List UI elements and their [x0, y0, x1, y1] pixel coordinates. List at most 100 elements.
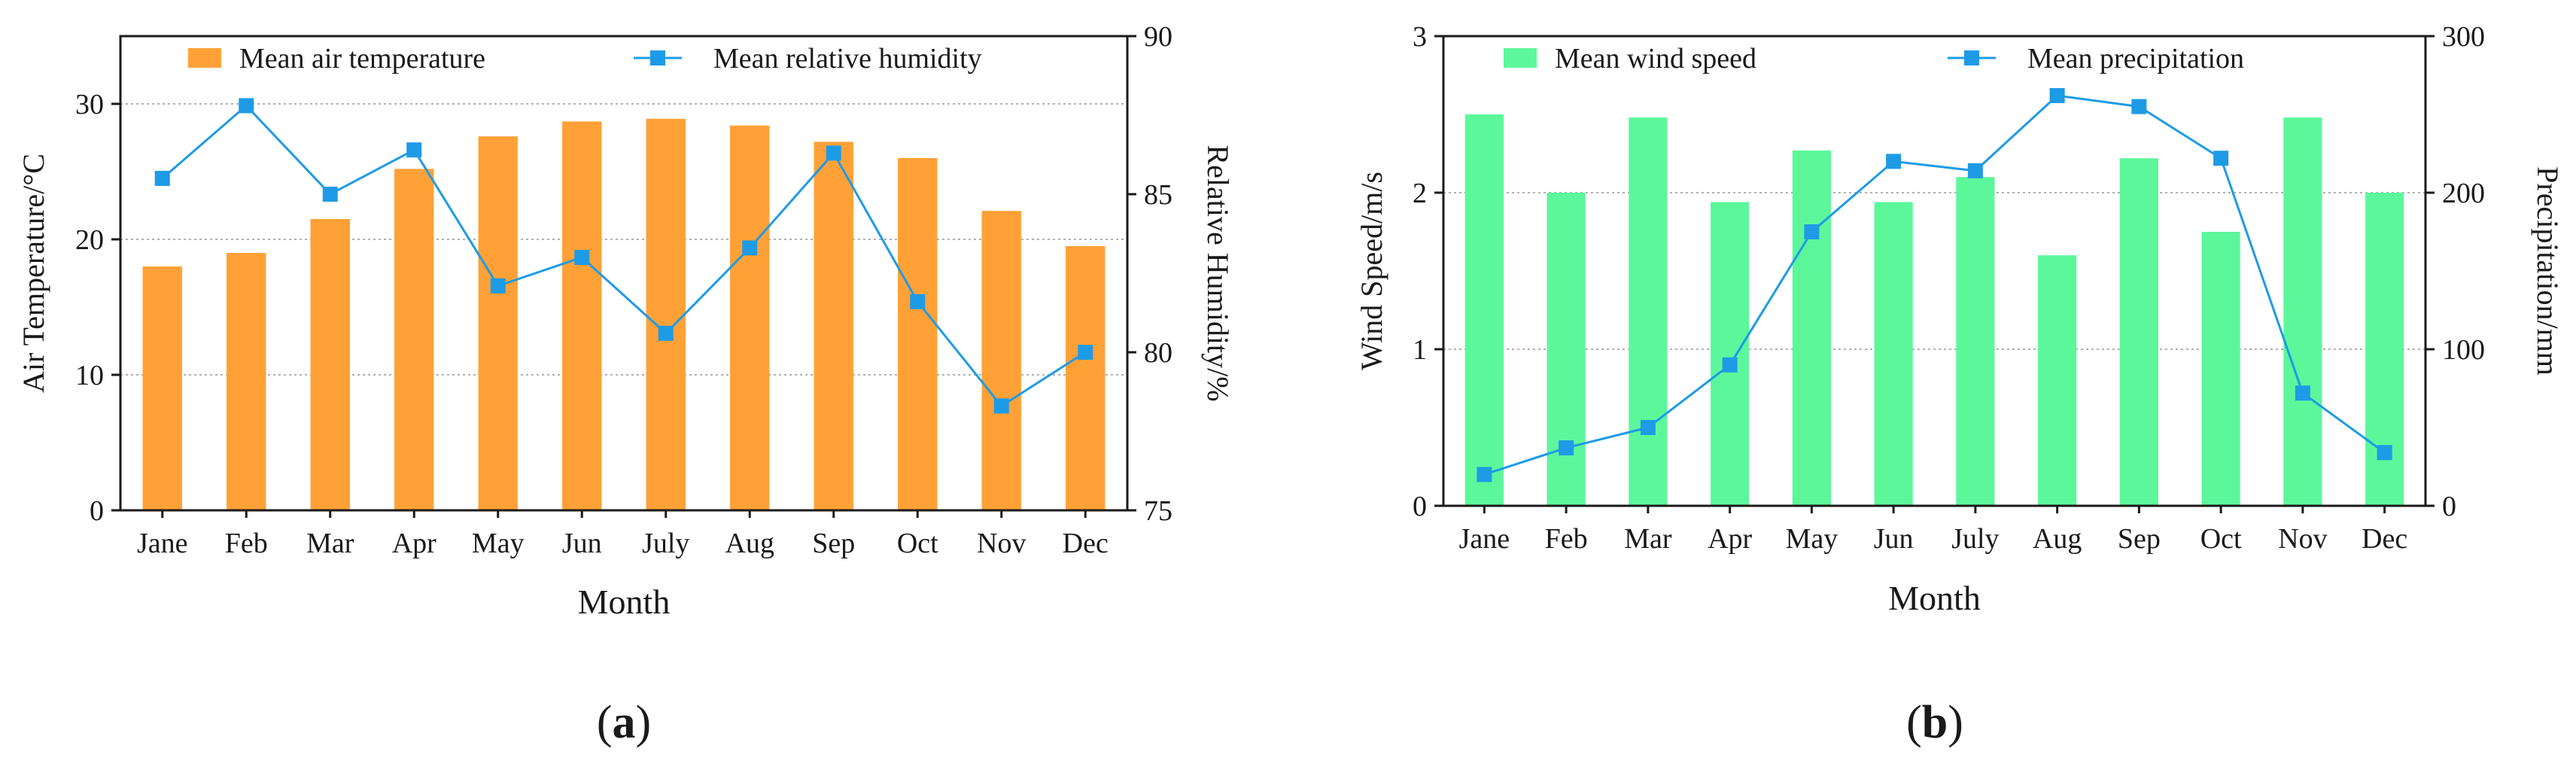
x-tick-label: Aug — [725, 528, 774, 559]
bar-July — [646, 118, 686, 511]
bar-Jane — [142, 266, 182, 510]
bar-Nov — [2283, 117, 2322, 506]
y2-tick-label: 90 — [1144, 21, 1172, 53]
line-point-Aug — [742, 240, 758, 256]
x-tick-label: Jane — [1459, 523, 1510, 555]
x-tick-label: Mar — [306, 528, 354, 559]
y-tick-label: 1 — [1413, 334, 1427, 366]
line-point-Jane — [154, 171, 170, 186]
y-tick-label: 0 — [1413, 491, 1427, 522]
x-tick-label: Nov — [2278, 523, 2327, 555]
y-tick-label: 3 — [1413, 21, 1427, 53]
x-tick-label: May — [1786, 523, 1838, 555]
panel-a-y2-axis-title: Relative Humidity/% — [1201, 145, 1235, 401]
x-tick-label: Jane — [137, 528, 188, 559]
panel-b-legend-line-label: Mean precipitation — [2027, 43, 2244, 75]
bar-Jane — [1464, 114, 1504, 506]
line-point-Jane — [1477, 467, 1492, 482]
panel-b-x-axis-title: Month — [1888, 579, 1981, 617]
line-point-Apr — [406, 142, 422, 158]
panel-a-y-axis-title: Air Temperature/°C — [17, 154, 50, 393]
plot-frame — [1442, 35, 2427, 507]
y-tick-label: 30 — [75, 89, 104, 120]
x-tick-label: Oct — [2200, 523, 2242, 555]
panel-a-legend-line-label: Mean relative humidity — [713, 43, 982, 75]
x-tick-label: Apr — [1708, 523, 1752, 555]
line-point-July — [1967, 163, 1983, 178]
panel-b-chart: 0 1 2 3 0 100 200 300 Jane Feb Mar Apr May Jun July Aug… — [1355, 21, 2565, 748]
line-point-May — [490, 278, 506, 294]
bar-Dec — [1066, 246, 1106, 510]
panel-b-legend-line-marker — [1964, 50, 1979, 65]
y2-tick-label: 0 — [2442, 491, 2456, 522]
panel-a-legend: Mean air temperature Mean relative humid… — [188, 43, 982, 75]
x-tick-label: Sep — [812, 528, 855, 559]
line-point-Jun — [1886, 154, 1902, 169]
bar-Aug — [730, 125, 770, 511]
line-point-Oct — [910, 294, 926, 309]
line-point-Feb — [1559, 440, 1574, 456]
line-point-July — [658, 325, 674, 341]
panel-b-legend-bar-label: Mean wind speed — [1555, 43, 1756, 75]
panel-a-gridlines — [120, 103, 1127, 376]
panel-b-y-axis-title: Wind Speed/m/s — [1355, 172, 1388, 370]
line-point-Sep — [2131, 99, 2147, 114]
y-tick-label: 0 — [90, 495, 104, 527]
bar-May — [1792, 150, 1831, 506]
panel-a-label-close-paren: ) — [636, 697, 652, 748]
line-point-Oct — [2213, 151, 2229, 166]
x-tick-label: Dec — [2362, 523, 2407, 555]
y2-tick-label: 85 — [1144, 179, 1172, 211]
panel-b-label-open-paren: ( — [1906, 697, 1922, 748]
y2-tick-label: 200 — [2442, 178, 2485, 209]
panel-b-gridlines — [1443, 35, 2425, 350]
panel-a-chart: 0 10 20 30 75 80 85 90 Jane Feb Mar Apr May Jun July Au… — [17, 21, 1235, 748]
bar-Aug — [2038, 255, 2077, 506]
panel-a-legend-line-marker — [650, 50, 665, 65]
bar-Mar — [310, 219, 350, 510]
line-point-Aug — [2049, 88, 2065, 104]
y2-tick-label: 75 — [1144, 495, 1172, 527]
line-path — [161, 104, 1087, 408]
line-point-Mar — [322, 187, 338, 202]
x-tick-label: Aug — [2033, 523, 2082, 555]
x-tick-label: July — [1951, 523, 1999, 555]
bar-Nov — [981, 211, 1021, 510]
x-tick-label: Apr — [392, 528, 436, 559]
panel-a-label-letter: a — [613, 697, 636, 748]
bar-July — [1956, 177, 1995, 506]
x-tick-label: July — [642, 528, 689, 559]
panel-b-bars — [1464, 114, 2404, 507]
line-path — [1483, 94, 2386, 476]
x-tick-label: Nov — [977, 528, 1026, 559]
x-tick-label: Feb — [225, 528, 268, 559]
line-point-Nov — [993, 398, 1009, 414]
x-tick-label: Oct — [897, 528, 938, 559]
bar-Jun — [1874, 202, 1913, 506]
x-tick-label: Sep — [2118, 523, 2161, 555]
panel-a-axes: 0 10 20 30 75 80 85 90 Jane Feb Mar Apr May Jun July Au… — [75, 21, 1172, 559]
panel-b-label-close-paren: ) — [1948, 697, 1963, 748]
y-tick-label: 10 — [75, 360, 104, 391]
bar-Feb — [227, 253, 266, 510]
line-point-Feb — [239, 98, 254, 114]
line-point-Jun — [574, 250, 590, 265]
panel-a-legend-bar-swatch — [188, 48, 221, 68]
line-point-May — [1804, 224, 1820, 239]
panel-a-label: (a) — [597, 697, 651, 748]
panel-a-line-series — [154, 98, 1093, 414]
y-tick-label: 20 — [75, 224, 104, 256]
panel-b-label-letter: b — [1922, 697, 1948, 748]
x-tick-label: Jun — [1874, 523, 1914, 555]
bar-Sep — [814, 142, 853, 510]
bar-Mar — [1629, 117, 1668, 506]
y2-tick-label: 80 — [1144, 337, 1172, 369]
line-point-Nov — [2295, 385, 2310, 401]
bar-Feb — [1547, 193, 1586, 506]
line-point-Dec — [2377, 445, 2392, 461]
bar-Apr — [394, 169, 434, 510]
panel-b-line-series — [1477, 88, 2392, 482]
bar-Jun — [562, 121, 602, 510]
y2-tick-label: 100 — [2442, 334, 2485, 366]
